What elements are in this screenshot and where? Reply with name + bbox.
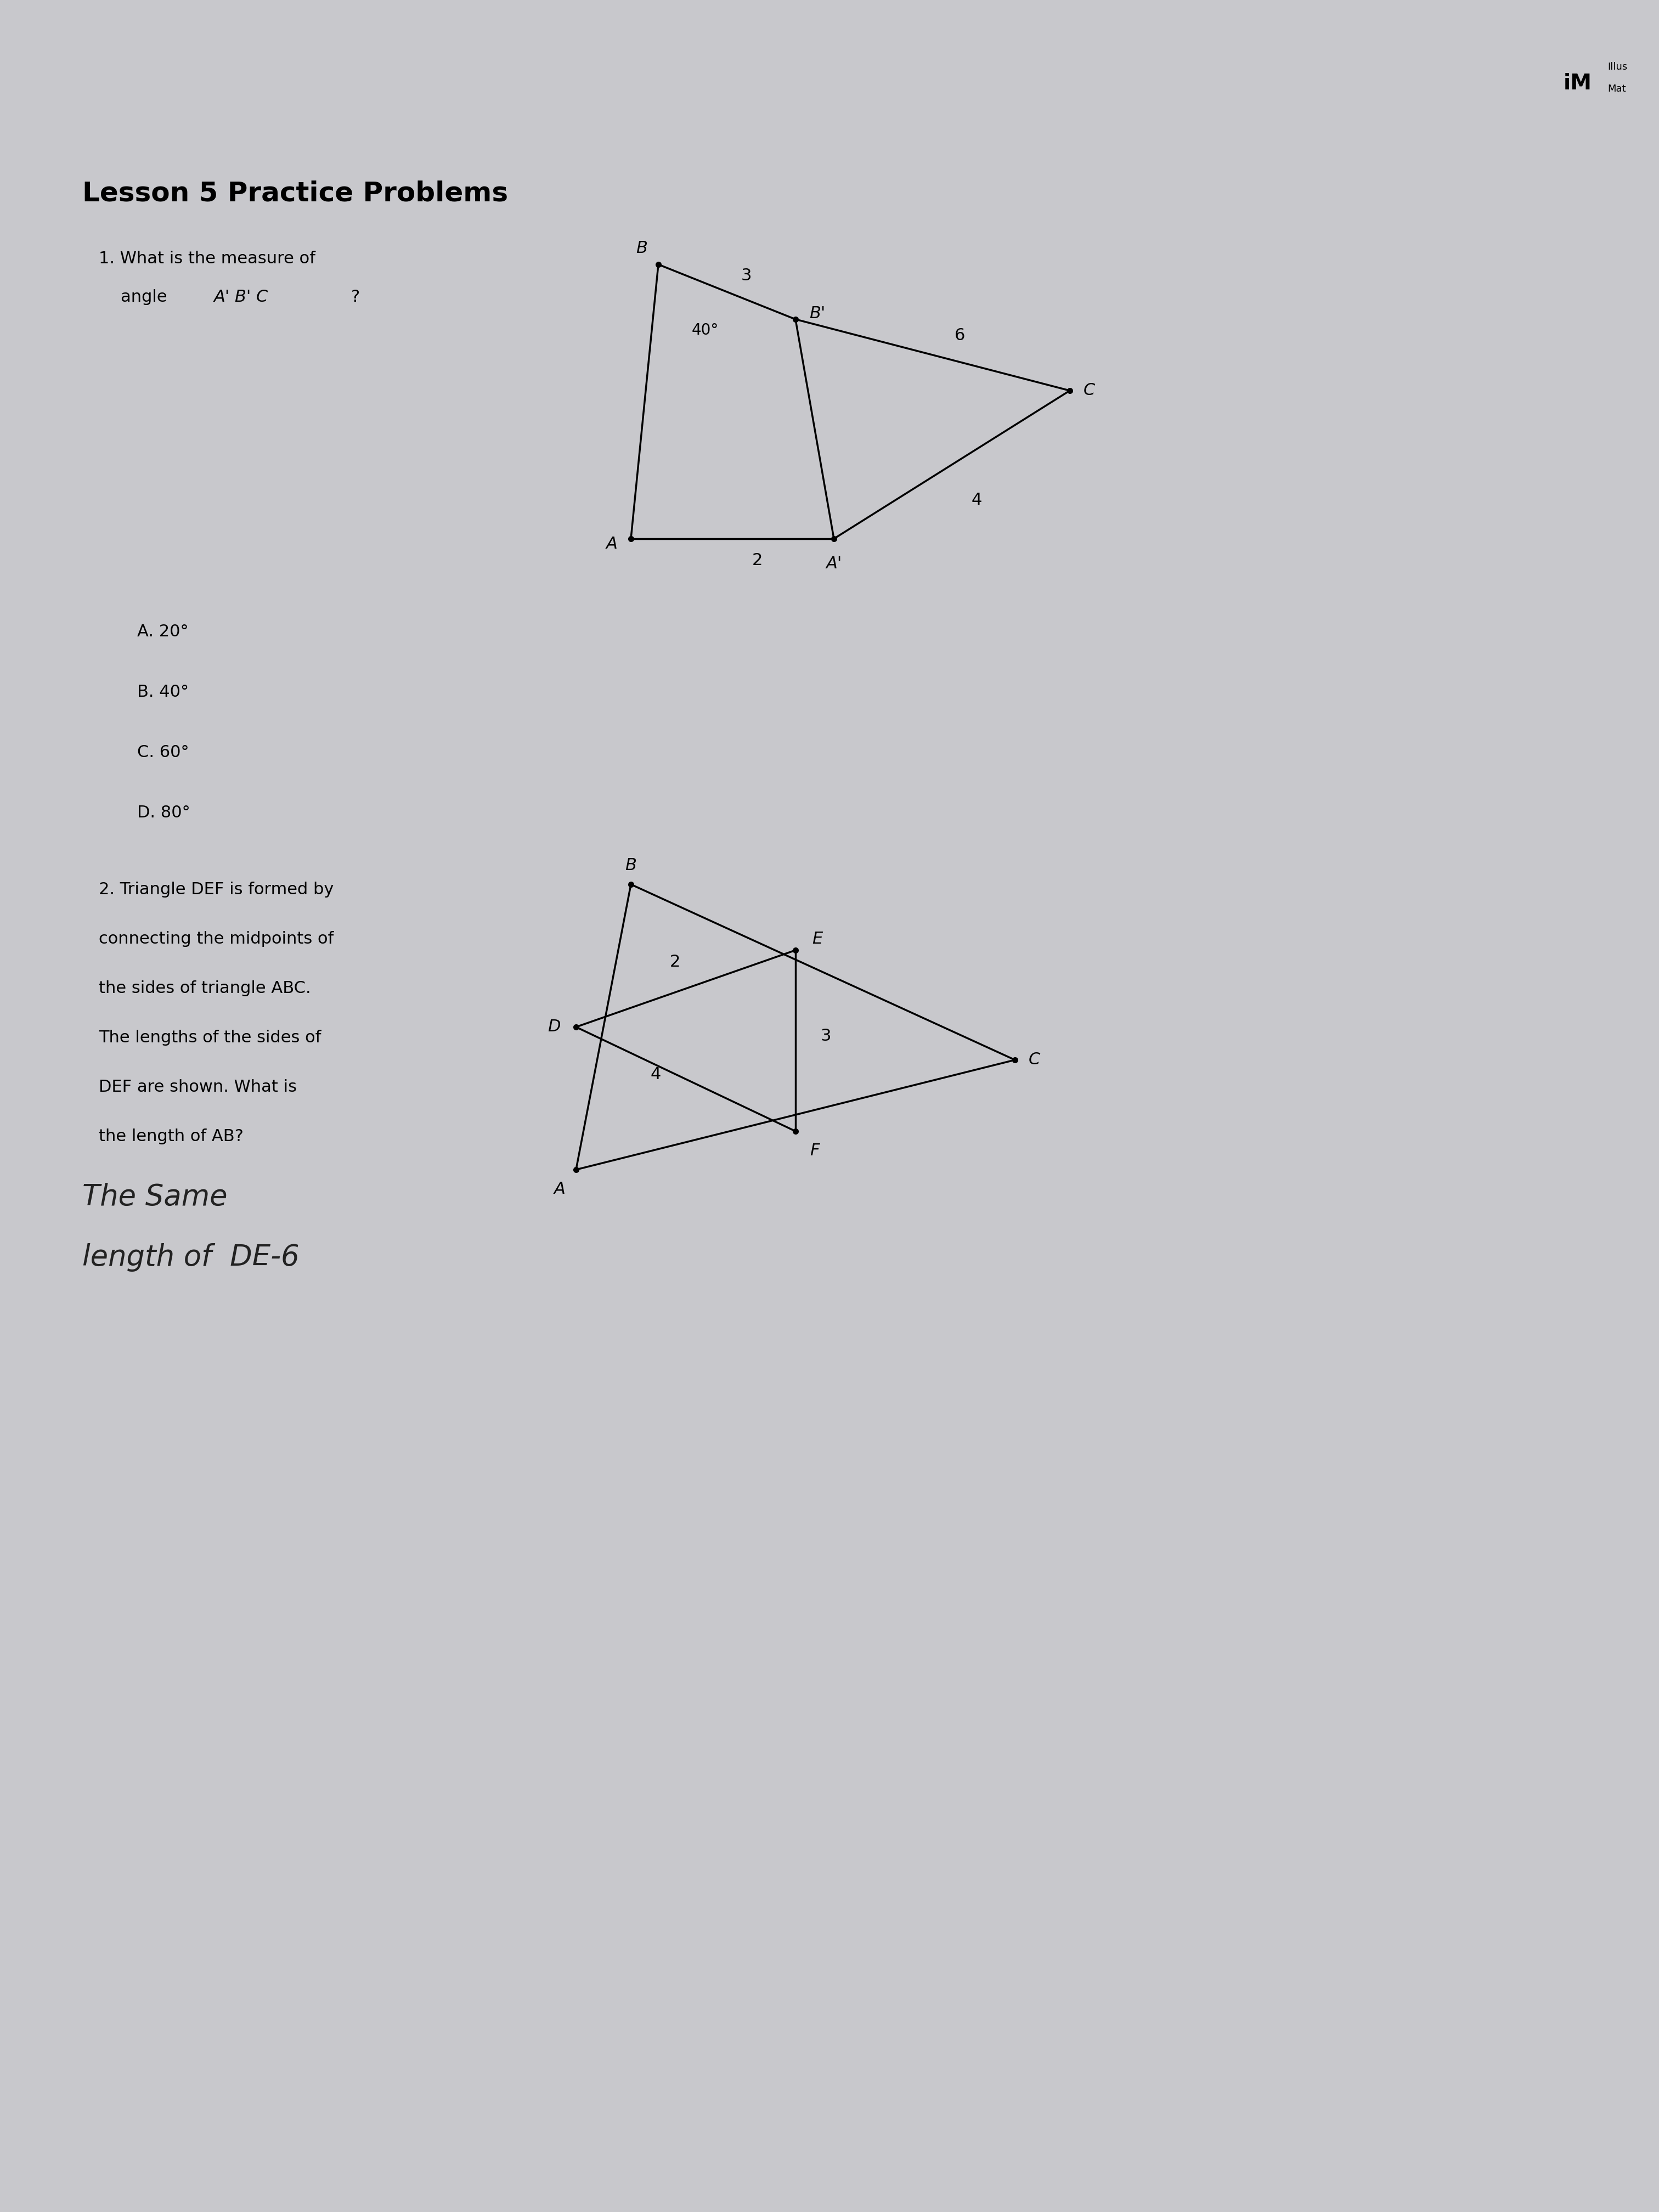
Text: connecting the midpoints of: connecting the midpoints of	[100, 931, 333, 947]
Text: D: D	[547, 1020, 561, 1035]
Text: 1. What is the measure of: 1. What is the measure of	[100, 250, 315, 268]
Text: 40°: 40°	[692, 323, 718, 338]
Text: length of  DE-6: length of DE-6	[83, 1243, 299, 1272]
Text: Mat: Mat	[1608, 84, 1626, 93]
Text: 6: 6	[956, 327, 966, 343]
Text: C. 60°: C. 60°	[138, 745, 189, 761]
Text: Lesson 5 Practice Problems: Lesson 5 Practice Problems	[83, 179, 508, 206]
Text: 3: 3	[820, 1029, 831, 1044]
Text: ?: ?	[352, 290, 360, 305]
Text: 4: 4	[650, 1066, 660, 1082]
Text: A' B' C: A' B' C	[214, 290, 269, 305]
Text: B': B'	[810, 305, 826, 321]
Text: A: A	[606, 535, 617, 553]
Text: iM: iM	[1563, 73, 1593, 93]
Text: The Same: The Same	[83, 1183, 227, 1212]
Text: 2. Triangle DEF is formed by: 2. Triangle DEF is formed by	[100, 883, 333, 898]
Text: B: B	[635, 241, 647, 257]
Text: C: C	[1029, 1053, 1040, 1068]
Text: 2: 2	[752, 553, 763, 568]
Text: B. 40°: B. 40°	[138, 684, 189, 701]
Text: DEF are shown. What is: DEF are shown. What is	[100, 1079, 297, 1095]
Text: 3: 3	[742, 268, 752, 283]
Text: E: E	[813, 931, 823, 947]
Text: C: C	[1083, 383, 1095, 398]
Text: A: A	[554, 1181, 566, 1197]
Text: the length of AB?: the length of AB?	[100, 1128, 244, 1144]
Text: Illus: Illus	[1608, 62, 1627, 71]
Text: 2: 2	[670, 953, 680, 969]
Text: F: F	[810, 1141, 820, 1159]
Text: A. 20°: A. 20°	[138, 624, 189, 639]
Text: B: B	[625, 858, 637, 874]
Text: D. 80°: D. 80°	[138, 805, 191, 821]
Text: 4: 4	[971, 493, 982, 509]
Text: The lengths of the sides of: The lengths of the sides of	[100, 1031, 322, 1046]
Text: angle: angle	[121, 290, 173, 305]
Text: the sides of triangle ABC.: the sides of triangle ABC.	[100, 980, 310, 998]
Text: A': A'	[826, 555, 841, 571]
